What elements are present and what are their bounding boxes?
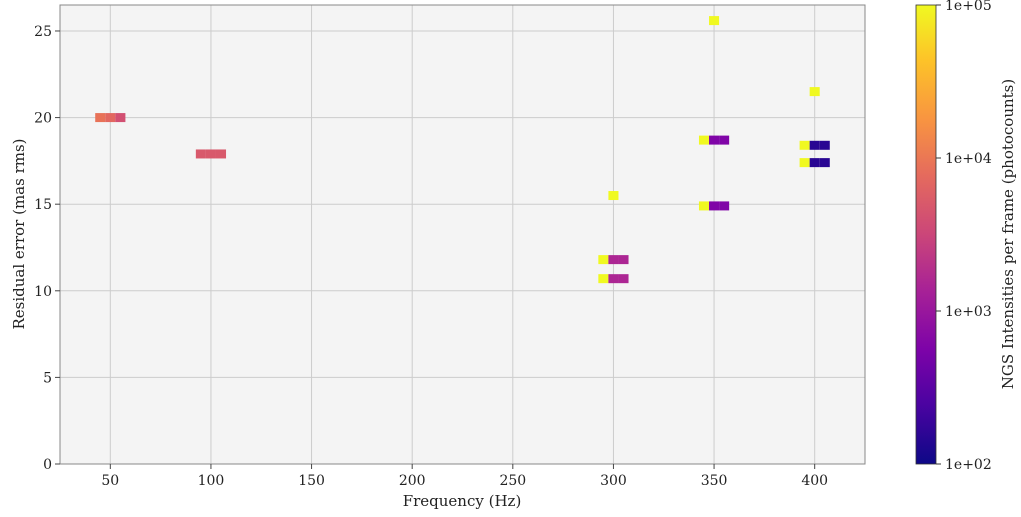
heatmap-cell xyxy=(115,113,126,123)
x-tick-label: 400 xyxy=(801,473,828,489)
heatmap-cell xyxy=(819,158,830,168)
heatmap-cell xyxy=(709,135,720,145)
colorbar-tick-label: 1e+05 xyxy=(945,0,992,14)
heatmap-cell xyxy=(799,140,810,150)
heatmap-cell xyxy=(598,255,609,265)
heatmap-cell xyxy=(105,113,116,123)
x-axis-label: Frequency (Hz) xyxy=(403,492,522,510)
heatmap-cell xyxy=(809,87,820,97)
heatmap-cell xyxy=(819,140,830,150)
heatmap-cell xyxy=(618,274,629,284)
heatmap-cell xyxy=(809,158,820,168)
heatmap-cell xyxy=(709,201,720,211)
x-tick-label: 200 xyxy=(399,473,426,489)
heatmap-cell xyxy=(205,149,216,159)
heatmap-cell xyxy=(608,191,619,201)
x-tick-label: 300 xyxy=(600,473,627,489)
heatmap-cell xyxy=(719,201,730,211)
data-cells xyxy=(95,16,830,284)
y-tick-label: 0 xyxy=(43,457,52,473)
plot-frame xyxy=(59,4,866,465)
colorbar xyxy=(915,4,937,465)
x-tick-label: 350 xyxy=(701,473,728,489)
colorbar-tick-label: 1e+04 xyxy=(945,151,992,167)
heatmap-cell xyxy=(799,158,810,168)
heatmap-cell xyxy=(709,16,720,26)
y-tick-label: 10 xyxy=(34,284,52,300)
x-tick-label: 50 xyxy=(101,473,119,489)
plot-background xyxy=(60,5,865,464)
heatmap-cell xyxy=(215,149,227,159)
x-tick-label: 100 xyxy=(198,473,225,489)
x-tick-label: 150 xyxy=(298,473,325,489)
y-axis-label: Residual error (mas rms) xyxy=(10,138,28,329)
y-tick-label: 20 xyxy=(34,111,52,127)
colorbar-ticks: 1e+02 1e+03 1e+04 1e+05 xyxy=(936,0,992,473)
x-axis-ticks: 50 100 150 200 250 300 350 400 xyxy=(101,464,828,489)
heatmap-cell xyxy=(95,113,106,123)
y-tick-label: 25 xyxy=(34,24,52,40)
x-tick-label: 250 xyxy=(499,473,526,489)
heatmap-cell xyxy=(608,274,619,284)
heatmap-cell xyxy=(698,201,710,211)
heatmap-cell xyxy=(195,149,206,159)
y-tick-label: 5 xyxy=(43,370,52,386)
colorbar-tick-label: 1e+02 xyxy=(945,457,992,473)
grid-lines xyxy=(60,5,865,465)
y-tick-label: 15 xyxy=(34,197,52,213)
colorbar-tick-label: 1e+03 xyxy=(945,304,992,320)
heatmap-cell xyxy=(719,135,730,145)
heatmap-cell xyxy=(809,140,820,150)
heatmap-cell xyxy=(698,135,710,145)
colorbar-label: NGS Intensities per frame (photocounts) xyxy=(999,79,1017,389)
y-axis-ticks: 0 5 10 15 20 25 xyxy=(34,24,60,473)
heatmap-cell xyxy=(608,255,619,265)
heatmap-cell xyxy=(618,255,629,265)
heatmap-cell xyxy=(598,274,609,284)
